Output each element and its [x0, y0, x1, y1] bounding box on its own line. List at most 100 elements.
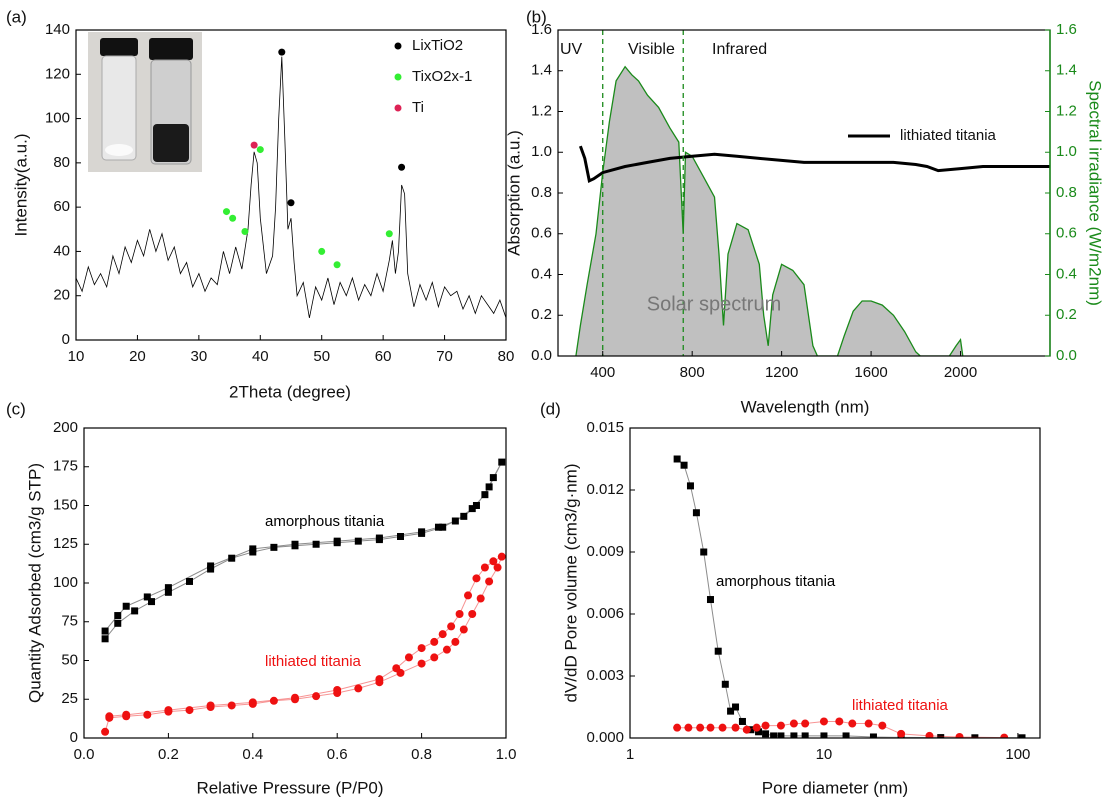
y-tick-label: 200 — [53, 419, 78, 436]
plot-area — [76, 48, 506, 319]
plot-frame — [83, 427, 507, 739]
y-tick-label: 175 — [53, 458, 78, 475]
legend-label: lithiated titania — [900, 127, 997, 144]
marker — [143, 593, 151, 601]
marker — [375, 675, 384, 684]
marker — [451, 517, 459, 525]
marker — [164, 588, 172, 596]
y2-tick-label: 1.4 — [1056, 62, 1077, 79]
connector — [104, 555, 503, 732]
y-tick-label: 125 — [53, 535, 78, 552]
marker — [498, 458, 506, 466]
marker — [925, 731, 934, 738]
legend-marker — [394, 42, 402, 50]
marker — [864, 719, 873, 728]
vial-cap — [100, 38, 138, 56]
y-tick-label: 0.015 — [586, 419, 624, 436]
marker — [801, 719, 810, 728]
x-tick-label: 10 — [816, 746, 833, 763]
y-tick-label: 0.012 — [586, 481, 624, 498]
marker — [430, 637, 439, 646]
x-tick-label: 60 — [375, 348, 392, 365]
y2-tick-label: 1.2 — [1056, 102, 1077, 119]
marker — [731, 723, 740, 732]
marker — [164, 706, 173, 715]
y-axis-label: Quantity Adsorbed (cm3/g STP) — [25, 463, 44, 703]
marker — [776, 721, 785, 730]
legend-label: LixTiO2 — [412, 37, 463, 54]
y-tick-label: 0.4 — [531, 265, 552, 282]
marker — [418, 528, 426, 536]
marker — [228, 554, 236, 562]
marker — [101, 727, 110, 736]
legend-marker — [394, 104, 402, 112]
marker — [404, 653, 413, 662]
line — [76, 56, 506, 319]
marker — [291, 693, 299, 702]
marker — [451, 637, 460, 646]
marker — [686, 482, 694, 490]
y-axis-label: dV/dD Pore volume (cm3/g·nm) — [561, 463, 580, 702]
marker — [480, 563, 489, 572]
y2-tick-label: 0.2 — [1056, 306, 1077, 323]
marker — [485, 577, 494, 586]
marker — [692, 509, 700, 517]
connector — [104, 461, 503, 640]
marker — [680, 461, 688, 469]
marker — [269, 696, 278, 705]
marker — [287, 199, 295, 207]
x-tick-label: 30 — [191, 348, 208, 365]
y-tick-label: 60 — [53, 198, 70, 215]
y-tick-label: 0.6 — [531, 225, 552, 242]
vial-cap — [149, 38, 193, 60]
y2-tick-label: 0.0 — [1056, 347, 1077, 364]
marker — [447, 622, 456, 631]
x-tick-label: 2000 — [944, 364, 977, 381]
marker — [752, 723, 761, 732]
marker — [493, 563, 502, 572]
marker — [417, 644, 426, 653]
marker — [312, 540, 320, 548]
marker — [439, 523, 447, 531]
panel-label: (b) — [526, 7, 547, 26]
y-tick-label: 0 — [70, 729, 78, 746]
panel-label: (d) — [540, 399, 561, 418]
y-tick-label: 1.6 — [531, 21, 552, 38]
marker — [706, 723, 715, 732]
y-tick-label: 0.006 — [586, 605, 624, 622]
marker — [278, 48, 286, 56]
marker — [385, 230, 393, 238]
x-tick-label: 40 — [252, 348, 269, 365]
plot-area — [575, 65, 1050, 356]
marker — [489, 557, 498, 566]
marker — [971, 734, 979, 738]
y-tick-label: 0 — [62, 331, 70, 348]
x-tick-label: 50 — [313, 348, 330, 365]
x-tick-label: 0.2 — [158, 746, 179, 763]
marker — [442, 645, 451, 654]
marker — [114, 619, 122, 627]
marker — [434, 523, 442, 531]
y-axis-label: Absorption (a.u.) — [504, 130, 523, 256]
x-tick-label: 0.6 — [327, 746, 348, 763]
marker — [721, 680, 729, 688]
marker — [489, 474, 497, 482]
plot-area — [673, 455, 1026, 738]
marker — [460, 512, 468, 520]
marker — [392, 664, 401, 673]
marker — [842, 732, 850, 738]
marker — [761, 721, 770, 730]
marker — [468, 610, 477, 618]
series-label: amorphous titania — [265, 513, 385, 530]
x-tick-label: 0.8 — [411, 746, 432, 763]
x-tick-label: 100 — [1005, 746, 1030, 763]
y-tick-label: 75 — [61, 613, 78, 630]
plot-area — [101, 458, 506, 736]
marker — [848, 719, 857, 728]
marker — [869, 733, 877, 738]
marker — [696, 723, 705, 732]
y-tick-label: 150 — [53, 496, 78, 513]
marker — [468, 505, 476, 513]
marker — [497, 552, 506, 561]
y-tick-label: 100 — [53, 574, 78, 591]
